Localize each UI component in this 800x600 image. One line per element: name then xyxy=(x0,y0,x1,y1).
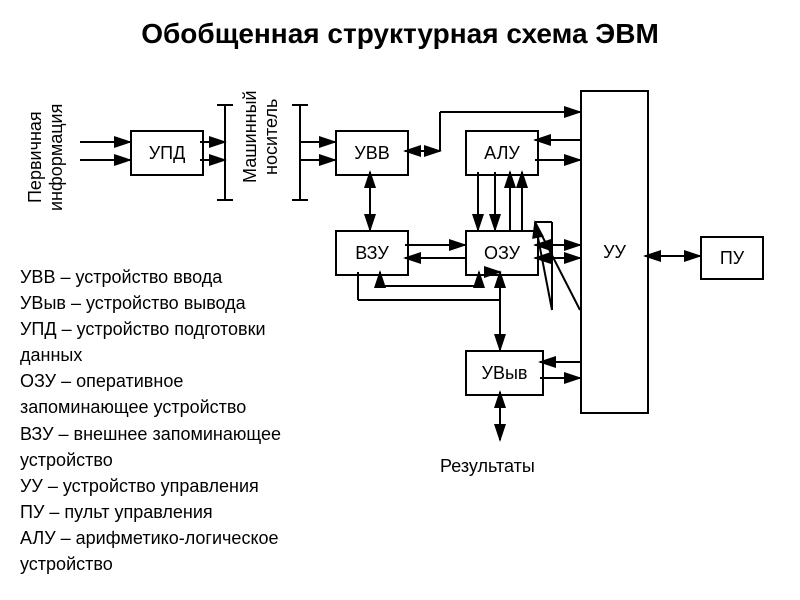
legend-item: УВВ – устройство ввода xyxy=(20,264,310,290)
legend-item: УУ – устройство управления xyxy=(20,473,310,499)
legend-item: ПУ – пульт управления xyxy=(20,499,310,525)
edge xyxy=(535,222,580,310)
results-label: Результаты xyxy=(440,456,535,477)
legend: УВВ – устройство вводаУВыв – устройство … xyxy=(20,264,310,577)
legend-item: ОЗУ – оперативное запоминающее устройств… xyxy=(20,368,310,420)
edge xyxy=(535,222,552,310)
legend-item: УВыв – устройство вывода xyxy=(20,290,310,316)
legend-item: ВЗУ – внешнее запоминающее устройство xyxy=(20,421,310,473)
legend-item: УПД – устройство подготовки данных xyxy=(20,316,310,368)
legend-item: АЛУ – арифметико-логическое устройство xyxy=(20,525,310,577)
